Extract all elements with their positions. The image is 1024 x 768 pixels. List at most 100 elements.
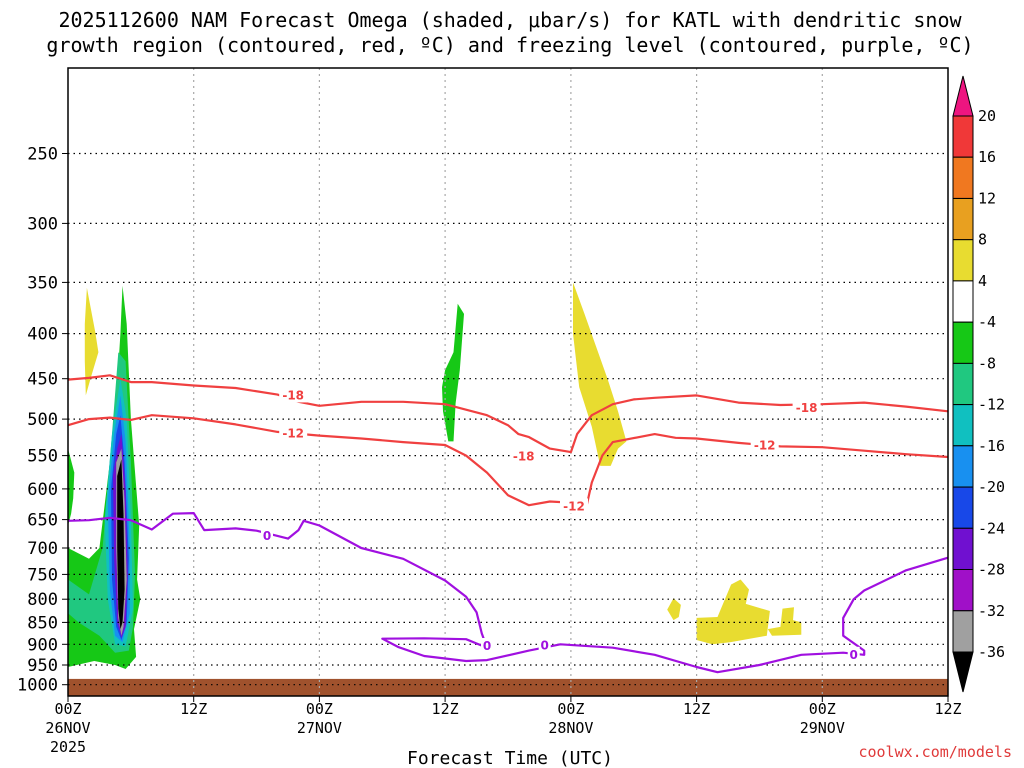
colorbar-label-4: 4 [978,272,987,290]
title-line-1: 2025112600 NAM Forecast Omega (shaded, μ… [58,8,962,32]
contour-label-bg-dgz-18-0 [279,387,308,403]
contour-line-freezing-0 [67,512,949,674]
colorbar-swatch-5 [952,321,974,364]
colorbar-label-2: 12 [978,190,996,208]
contour-label-bg-freezing-0-3 [847,646,860,662]
colorbar-swatch-9 [952,486,974,529]
x-tick-label-7-0: 12Z [934,700,961,718]
omega-neg4-left-edge [68,448,75,526]
x-tick-label-6-1: 29NOV [800,719,845,737]
colorbar-bottom-triangle [952,651,974,693]
colorbar-swatch-3 [952,239,974,282]
x-tick-label-3-0: 12Z [432,700,459,718]
contour-label-bg-dgz-12-0 [279,425,308,441]
x-axis-label: Forecast Time (UTC) [407,748,613,768]
y-tick-label-850: 850 [27,613,58,633]
omega-pos4-upper-left [84,287,99,396]
contour-label-bg-dgz-18-1 [509,448,538,464]
colorbar-label-5: -4 [978,313,996,331]
contour-label-bg-freezing-0-0 [261,527,273,543]
omega-pos4-blob-c [767,607,802,636]
omega-neg36-core [117,459,125,630]
y-tick-label-750: 750 [27,565,58,585]
title-line-2: growth region (contoured, red, ºC) and f… [46,33,973,57]
colorbar-swatch-11 [952,569,974,612]
colorbar-swatch-12 [952,610,974,653]
contour-label-bg-freezing-0-2 [538,637,551,653]
colorbar-label-0: 20 [978,107,996,125]
colorbar-label-7: -12 [978,396,1005,414]
contour-label-freezing-0-2: 0 [541,639,549,653]
colorbar-label-10: -24 [978,519,1005,537]
contour-line-dgz-12 [67,414,949,507]
chart-title: 2025112600 NAM Forecast Omega (shaded, μ… [46,8,973,57]
y-tick-label-900: 900 [27,635,58,655]
contour-label-freezing-0-3: 0 [850,648,858,662]
colorbar-label-6: -8 [978,354,996,372]
grid-lines [68,68,948,696]
y-tick-label-350: 350 [27,273,58,293]
contour-label-dgz-18-0: -18 [282,388,304,402]
credit-link[interactable]: coolwx.com/models [858,743,1012,761]
y-tick-label-950: 950 [27,656,58,676]
colorbar-swatch-6 [952,362,974,406]
omega-pos4-blob-a [667,598,681,621]
x-tick-label-2-1: 27NOV [297,719,342,737]
x-tick-label-4-0: 00Z [557,700,584,718]
axes: 2503003504004505005506006507007508008509… [17,67,962,756]
y-tick-label-250: 250 [27,145,58,165]
contour-label-freezing-0-0: 0 [263,529,271,543]
omega-pos4-hour48 [573,282,627,466]
colorbar-swatch-2 [952,198,974,241]
colorbar: 20 16 12 8 4 -4 -8 -12 -16 -20 -24 -28 -32 -36 [952,75,1005,693]
y-tick-label-450: 450 [27,370,58,390]
x-tick-label-6-0: 00Z [809,700,836,718]
plot-area [68,282,948,696]
x-tick-label-1-0: 12Z [180,700,207,718]
colorbar-label-8: -16 [978,437,1005,455]
colorbar-top-triangle [952,75,974,117]
colorbar-label-11: -28 [978,561,1005,579]
colorbar-label-1: 16 [978,148,996,166]
omega-neg4-hour36 [442,303,464,442]
contour-label-dgz-12-1: -12 [563,499,585,513]
contour-label-dgz-18-2: -18 [796,401,818,415]
y-tick-label-700: 700 [27,539,58,559]
x-tick-label-5-0: 12Z [683,700,710,718]
contour-label-bg-dgz-18-2 [792,400,821,416]
y-tick-label-600: 600 [27,480,58,500]
contour-label-dgz-12-2: -12 [754,439,776,453]
colorbar-swatch-4 [952,280,974,323]
y-tick-label-550: 550 [27,447,58,467]
y-tick-label-800: 800 [27,590,58,610]
contour-lines: -18 -18 -18 -12 -12 -12 0 0 0 0 [67,374,949,674]
plot-frame [67,67,949,697]
x-tick-label-0-0: 00Z [54,700,81,718]
contour-label-freezing-0-1: 0 [483,639,491,653]
x-tick-label-4-1: 28NOV [548,719,593,737]
contour-label-bg-dgz-12-1 [560,498,588,514]
colorbar-swatch-8 [952,445,974,488]
y-tick-label-650: 650 [27,511,58,531]
colorbar-label-3: 8 [978,231,987,249]
y-tick-label-300: 300 [27,214,58,234]
omega-pos4-blob-b [696,579,770,645]
colorbar-label-13: -36 [978,643,1005,661]
colorbar-label-12: -32 [978,602,1005,620]
y-tick-label-500: 500 [27,410,58,430]
colorbar-swatch-7 [952,404,974,447]
x-tick-label-0-2: 2025 [50,738,86,756]
ground-surface [68,678,948,696]
contour-label-bg-freezing-0-1 [481,638,493,653]
colorbar-swatch-1 [952,156,974,199]
colorbar-swatch-0 [952,115,974,158]
y-tick-label-400: 400 [27,325,58,345]
contour-label-dgz-18-1: -18 [513,449,535,463]
contour-label-dgz-12-0: -12 [282,426,304,440]
x-tick-label-0-1: 26NOV [45,719,90,737]
x-tick-label-2-0: 00Z [306,700,333,718]
contour-line-dgz-18 [67,374,949,454]
colorbar-label-9: -20 [978,478,1005,496]
colorbar-swatch-10 [952,527,974,570]
